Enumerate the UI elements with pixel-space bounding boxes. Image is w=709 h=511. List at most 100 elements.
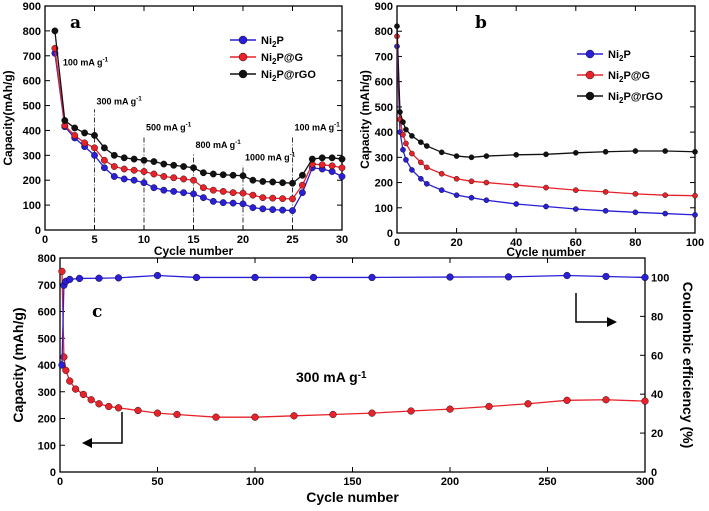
arrow-to-left-axis: [86, 412, 123, 444]
a-series-2-point: [239, 172, 247, 180]
c-ce-point: [563, 271, 571, 280]
panel-a-chart: 0 5 10 15 20 25 300100200300400500600700800900…: [1, 1, 348, 258]
rate-annotation-main: 300 mA g: [96, 96, 136, 106]
y-tick-label: 500: [38, 333, 56, 345]
a-series-0-point: [199, 194, 207, 202]
a-series-2-point: [130, 155, 138, 163]
b-series-0-point: [483, 197, 490, 204]
c-capacity-point: [524, 400, 532, 408]
legend-name: Ni: [261, 52, 272, 64]
y-tick-label: 100: [38, 440, 56, 452]
a-series-2-point: [209, 170, 217, 178]
y2-tick-label: 100: [651, 272, 669, 284]
current-density-label-sup: -1: [358, 370, 367, 381]
rate-annotation-sup: -1: [334, 121, 340, 128]
legend-label: Ni2P@G: [608, 70, 650, 84]
legend-marker: [585, 91, 595, 101]
a-series-2-point: [318, 154, 326, 162]
a-series-1-point: [209, 186, 217, 194]
legend-sub: 2: [272, 74, 277, 83]
c-capacity-point: [563, 396, 571, 404]
x-tick-label: 60: [570, 237, 582, 249]
x-tick-label: 25: [286, 234, 298, 246]
legend-name: Ni: [608, 49, 619, 61]
y-tick-label: 700: [38, 280, 56, 292]
legend-tail: P: [623, 49, 630, 61]
rate-annotation-sup: -1: [136, 95, 142, 102]
c-ce-point: [504, 273, 513, 281]
c-ce-point: [66, 275, 74, 284]
c-ce-line: [61, 274, 646, 366]
b-series-2-point: [409, 133, 415, 139]
arrow-head-left: [82, 438, 92, 448]
a-series-0-point: [298, 189, 306, 197]
y-tick-label: 400: [23, 125, 41, 137]
a-series-2-point: [259, 178, 267, 185]
legend-label: Ni2P: [608, 49, 631, 63]
a-series-2-point: [71, 124, 79, 132]
legend-tail: P@G: [623, 70, 650, 82]
legend-label: Ni2P@G: [261, 52, 303, 66]
a-series-1-point: [249, 191, 257, 199]
c-capacity-point: [114, 404, 123, 412]
y-axis-label: Capacity (mAh/g): [358, 70, 372, 169]
legend-name: Ni: [261, 69, 272, 81]
b-series-0-point: [403, 157, 409, 163]
rate-annotation-main: 100 mA g: [294, 122, 334, 132]
a-series-2-point: [140, 156, 148, 164]
legend-sub: 2: [272, 40, 277, 49]
b-series-0-point: [513, 201, 520, 207]
a-series-2-point: [298, 171, 306, 179]
y-axis-label: Capacity(mAh/g): [1, 70, 15, 165]
a-series-0-point: [259, 205, 267, 213]
b-series-0-point: [438, 187, 445, 193]
legend-marker: [238, 35, 248, 45]
c-capacity-point: [62, 366, 70, 374]
y-tick-label: 500: [375, 102, 393, 114]
c-ce-point: [58, 361, 66, 369]
rate-annotation: 100 mA g-1: [294, 121, 340, 132]
c-capacity-point: [368, 409, 376, 417]
x-tick-label: 200: [441, 476, 459, 488]
y2-tick-label: 60: [651, 350, 663, 362]
b-series-2-point: [573, 149, 579, 156]
a-series-2-point: [229, 171, 237, 179]
legend-sub: 2: [619, 75, 624, 84]
y-tick-label: 200: [38, 414, 56, 426]
panel-label: b: [475, 13, 487, 33]
b-series-2-point: [418, 139, 424, 145]
b-series-1-point: [483, 179, 490, 186]
b-series-1-point: [403, 140, 409, 147]
a-series-0-point: [120, 175, 128, 183]
a-series-1-point: [328, 162, 336, 170]
b-series-2-point: [397, 109, 403, 115]
y-tick-label: 400: [38, 360, 56, 372]
a-series-0-point: [130, 176, 138, 184]
a-series-1-point: [338, 164, 346, 172]
rate-annotation-main: 800 mA g: [195, 140, 235, 150]
y-tick-label: 100: [23, 200, 41, 212]
a-series-2-point: [81, 129, 89, 137]
legend-tail: P@G: [276, 52, 303, 64]
a-series-1-point: [318, 161, 326, 169]
b-series-2-point: [453, 153, 460, 159]
c-capacity-point: [407, 407, 415, 415]
a-series-0-point: [190, 190, 197, 198]
rate-annotation-sup: -1: [290, 151, 296, 158]
c-capacity-point: [105, 402, 113, 411]
y-tick-label: 800: [23, 26, 41, 38]
y-tick-label: 600: [375, 77, 393, 89]
legend-marker: [238, 69, 248, 79]
y-tick-label: 600: [23, 76, 41, 88]
rate-annotation-sup: -1: [235, 139, 241, 146]
b-series-1-point: [692, 192, 698, 199]
a-series-0-point: [229, 199, 237, 207]
legend-name: Ni: [261, 35, 272, 47]
a-series-1-point: [150, 170, 158, 178]
plot-frame: [396, 5, 696, 234]
a-series-2-point: [91, 132, 98, 139]
x-tick-label: 20: [450, 237, 462, 249]
legend-marker: [238, 52, 248, 62]
b-series-0-point: [423, 181, 430, 187]
c-capacity-point: [71, 385, 80, 393]
